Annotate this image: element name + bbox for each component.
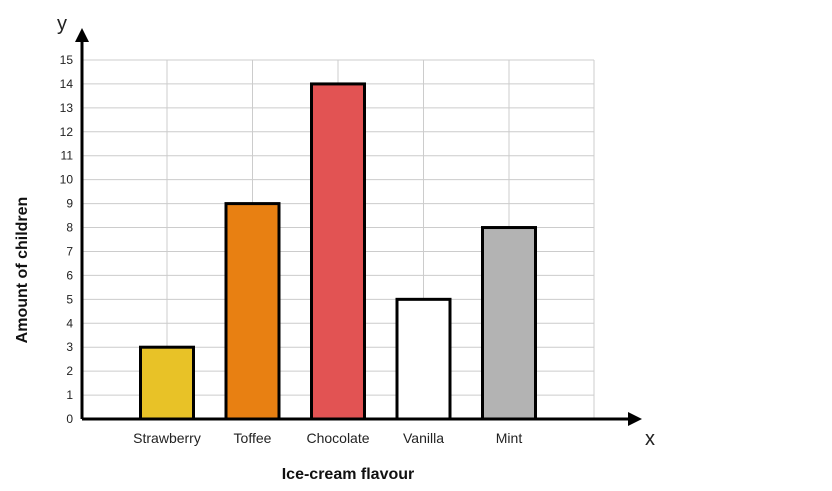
y-tick-label: 10 (60, 173, 74, 187)
y-tick-label: 7 (66, 244, 73, 258)
y-tick-label: 14 (60, 77, 74, 91)
x-tick-label: Mint (496, 430, 523, 446)
bar-mint (481, 226, 537, 421)
bar-chocolate (310, 82, 366, 421)
y-axis-title: Amount of children (14, 197, 31, 344)
bar-toffee (224, 202, 281, 421)
bars (139, 82, 537, 421)
x-axis-letter: x (645, 428, 655, 450)
y-tick-label: 6 (66, 268, 73, 282)
y-tick-label: 13 (60, 101, 74, 115)
bar-vanilla (395, 297, 452, 421)
x-tick-labels: Strawberry Toffee Chocolate Vanilla Mint (133, 430, 522, 446)
y-tick-label: 12 (60, 125, 74, 139)
y-tick-label: 8 (66, 221, 73, 235)
x-tick-label: Chocolate (306, 430, 369, 446)
x-axis-title: Ice-cream flavour (282, 466, 415, 483)
y-axis-arrow (75, 28, 89, 42)
y-tick-label: 11 (61, 149, 74, 163)
y-tick-label: 3 (66, 340, 73, 354)
x-axis-arrow (628, 412, 642, 426)
y-tick-label: 0 (66, 412, 73, 426)
y-tick-label: 1 (66, 388, 73, 402)
y-tick-label: 4 (66, 316, 73, 330)
y-tick-label: 9 (66, 197, 73, 211)
y-tick-label: 5 (66, 292, 73, 306)
x-tick-label: Toffee (234, 430, 272, 446)
x-tick-label: Vanilla (403, 430, 444, 446)
y-tick-label: 2 (66, 364, 73, 378)
y-tick-label: 15 (60, 53, 74, 67)
bar-strawberry (139, 345, 195, 421)
axes (75, 28, 642, 426)
x-tick-label: Strawberry (133, 430, 201, 446)
y-axis-letter: y (57, 13, 67, 35)
